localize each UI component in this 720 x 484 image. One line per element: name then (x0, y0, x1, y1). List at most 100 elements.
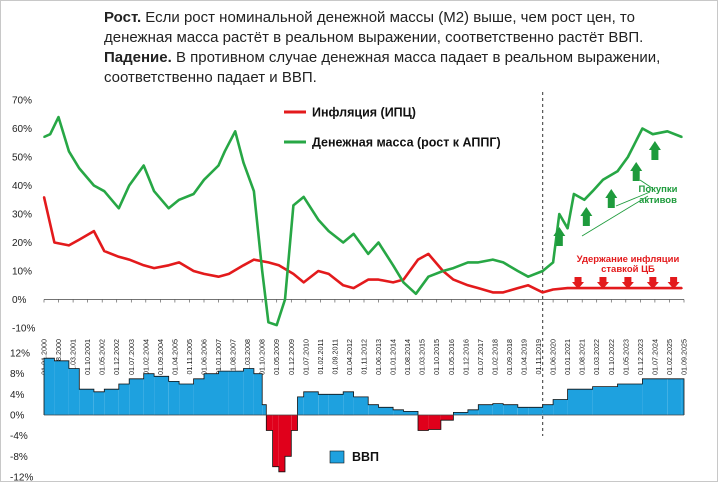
x-tick-label: 01.06.2006 (200, 339, 209, 375)
gdp-bar (79, 389, 94, 415)
decline-text: В противном случае денежная масса падает… (104, 49, 661, 86)
inflation-point (502, 291, 505, 294)
gdp-bar (542, 404, 554, 415)
money-supply-point (402, 281, 405, 284)
annotation-purchases-line2: активов (639, 195, 677, 206)
inflation-point (153, 267, 156, 270)
money-supply-point (367, 253, 370, 255)
inflation-point (192, 270, 195, 272)
gdp-bar (517, 407, 529, 416)
asset-purchase-arrow (605, 189, 618, 208)
inflation-point (491, 291, 494, 294)
x-tick-label: 01.04.2019 (520, 339, 529, 375)
money-supply-point (427, 275, 430, 278)
gdp-bar (667, 378, 682, 415)
money-supply-point (234, 130, 237, 133)
gdp-bar (68, 368, 80, 415)
gdp-bar (378, 407, 393, 416)
annotation-hold-line1: Удержание инфляции (577, 254, 680, 265)
y-tick-label: 40% (12, 181, 32, 192)
headline-text: Рост. Если рост номинальной денежной мас… (104, 8, 704, 88)
money-supply-point (415, 292, 417, 295)
money-supply-point (583, 198, 586, 201)
x-tick-label: 01.02.2011 (316, 339, 325, 374)
inflation-point (277, 264, 280, 267)
gdp-outline (43, 357, 685, 473)
x-tick-label: 01.05.2016 (447, 339, 456, 375)
annotation-purchases-line1: Покупки (638, 184, 677, 195)
x-tick-label: 01.09.2011 (330, 339, 339, 374)
gdp-bar (54, 360, 69, 416)
gdp-bar (368, 404, 379, 415)
rate-hold-arrow (667, 277, 680, 289)
money-supply-point (68, 150, 70, 153)
gdp-bar (228, 371, 244, 415)
x-tick-label: 01.06.2020 (549, 339, 558, 375)
x-tick-label: 01.09.2018 (505, 339, 514, 375)
rate-hold-arrow (621, 277, 634, 289)
x-tick-label: 01.03.2001 (69, 339, 78, 375)
money-supply-point (43, 136, 45, 138)
money-supply-point (566, 227, 569, 230)
x-tick-label: 01.02.2004 (141, 339, 150, 375)
y-tick-label: 60% (12, 124, 32, 135)
money-supply-point (327, 230, 330, 233)
inflation-point (317, 270, 320, 272)
inflation-point (302, 281, 305, 284)
gdp-y-tick-label: -12% (10, 473, 33, 484)
money-supply-point (452, 267, 455, 270)
inflation-point (167, 264, 170, 267)
money-supply-point (502, 261, 505, 264)
gdp-bar (353, 396, 369, 415)
inflation-point (527, 284, 530, 287)
inflation-point (267, 261, 270, 264)
x-tick-label: 01.11.2019 (534, 339, 543, 374)
money-supply-point (267, 321, 270, 324)
gdp-bar (440, 415, 454, 421)
gdp-bar (262, 404, 267, 415)
inflation-point (681, 287, 683, 289)
y-tick-label: -10% (12, 324, 35, 335)
rate-hold-arrow (646, 277, 659, 289)
money-supply-point (392, 264, 394, 267)
inflation-point (466, 284, 469, 287)
inflation-point (252, 258, 255, 261)
x-tick-label: 01.11.2012 (360, 339, 369, 374)
gdp-bar (528, 407, 543, 416)
inflation-point (217, 275, 220, 278)
money-supply-point (641, 127, 644, 130)
money-supply-point (651, 133, 654, 136)
money-supply-point (92, 184, 95, 187)
gdp-bar (154, 376, 169, 416)
gdp-bar (328, 394, 344, 415)
y-tick-label: 0% (12, 295, 27, 306)
y-tick-label: 70% (12, 96, 32, 107)
money-supply-point (57, 116, 60, 118)
inflation-point (417, 258, 419, 261)
money-supply-point (352, 233, 355, 235)
money-supply-point (261, 270, 264, 272)
money-supply-point (666, 130, 669, 133)
gdp-bar (503, 404, 518, 415)
gdp-bar (291, 415, 298, 431)
gdp-bar (318, 394, 329, 415)
gdp-bar (118, 384, 130, 415)
gdp-bar (179, 384, 194, 415)
inflation-point (178, 261, 180, 264)
x-tick-label: 01.11.2005 (185, 339, 194, 374)
money-supply-point (477, 261, 480, 264)
legend-inflation-label: Инфляция (ИПЦ) (312, 106, 416, 120)
inflation-point (541, 291, 544, 294)
x-tick-label: 01.07.2010 (301, 339, 310, 375)
inflation-point (292, 272, 295, 275)
money-supply-point (572, 193, 575, 195)
money-supply-point (292, 204, 295, 207)
x-tick-label: 01.06.2013 (374, 339, 383, 375)
inflation-point (566, 287, 569, 289)
inflation-line (42, 196, 682, 294)
gdp-y-tick-label: 8% (10, 369, 25, 380)
y-tick-label: 20% (12, 238, 32, 249)
money-supply-point (527, 275, 530, 278)
inflation-point (228, 272, 230, 275)
